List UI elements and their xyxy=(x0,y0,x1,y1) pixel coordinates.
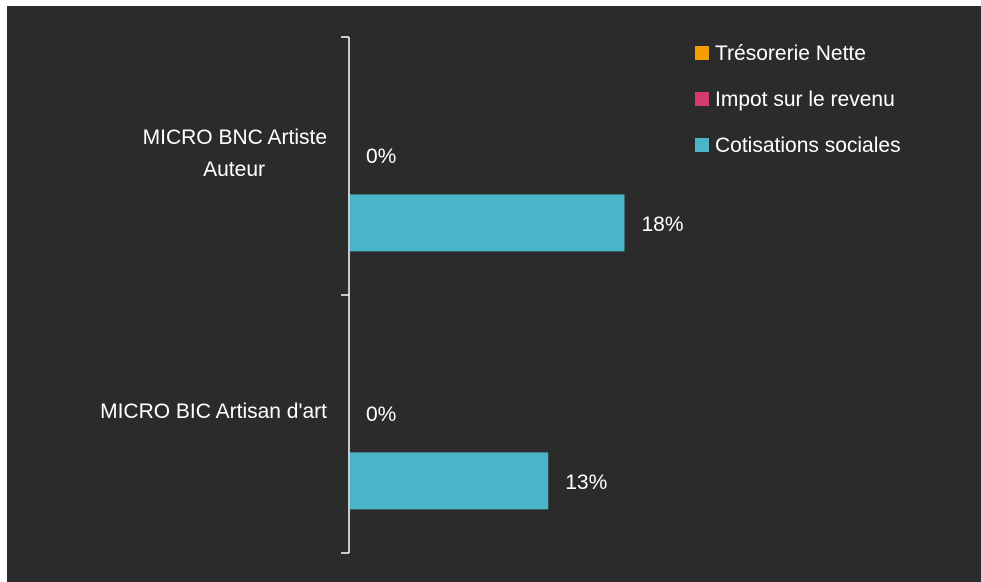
category-label: MICRO BNC Artiste Auteur xyxy=(143,126,327,181)
bar-cotisations-sociales xyxy=(350,452,549,510)
data-label: 0% xyxy=(366,403,396,426)
data-label: 18% xyxy=(642,213,684,236)
category-label: MICRO BIC Artisan d'art xyxy=(100,400,327,423)
data-label: 0% xyxy=(366,145,396,168)
category-label-line: Auteur xyxy=(203,158,265,181)
bar-cotisations-sociales xyxy=(350,194,625,252)
legend-label: Cotisations sociales xyxy=(715,134,901,157)
legend-label: Trésorerie Nette xyxy=(715,42,866,65)
legend-label: Impot sur le revenu xyxy=(715,88,895,111)
legend-swatch xyxy=(695,92,709,106)
bar-chart: MICRO BNC Artiste Auteur 0% 0% 18% MICRO BIC … xyxy=(100,36,901,554)
legend-swatch xyxy=(695,138,709,152)
data-label: 13% xyxy=(565,471,607,494)
chart-plot-area: MICRO BNC Artiste Auteur 0% 0% 18% MICRO BIC … xyxy=(7,6,981,582)
category-label-line: MICRO BNC Artiste xyxy=(143,126,327,149)
category-label-line: MICRO BIC Artisan d'art xyxy=(100,400,327,423)
frame-edge xyxy=(0,6,7,582)
legend-swatch xyxy=(695,46,709,60)
